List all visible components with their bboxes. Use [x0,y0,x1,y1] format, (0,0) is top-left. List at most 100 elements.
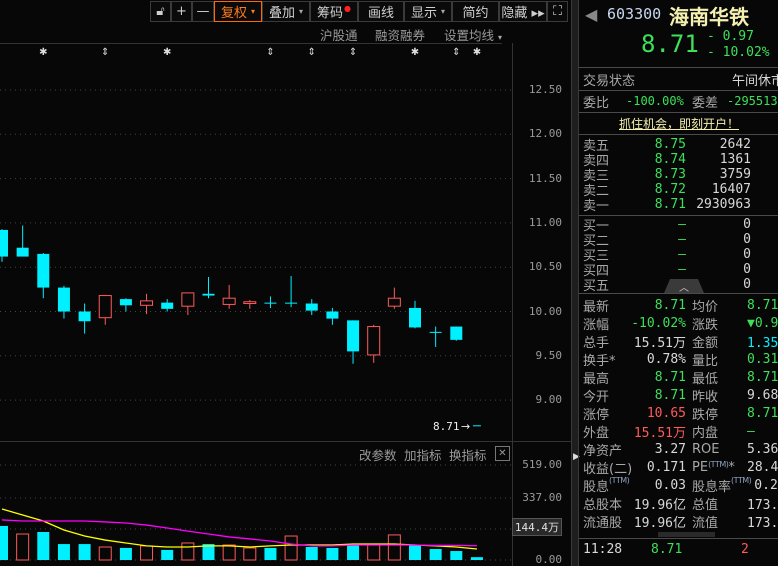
volume-bar[interactable] [305,547,318,560]
volume-bar[interactable] [140,545,154,561]
candle[interactable] [243,299,257,309]
volume-bar[interactable] [326,547,339,560]
expand-up-icon[interactable]: ︿ [664,279,704,293]
candle[interactable] [367,324,381,363]
fullscreen-icon[interactable]: ⛶ [547,1,568,22]
candle[interactable] [429,326,442,347]
display-button[interactable]: 显示 ▾ [404,1,452,22]
event-marker[interactable]: ⇕ [452,47,460,58]
stat-label: 收益(二) [583,461,633,477]
volume-bar[interactable] [202,544,215,560]
candle[interactable] [222,284,236,309]
candle[interactable] [450,326,463,341]
last-price: 8.71 [641,30,699,58]
volume-bar[interactable] [450,551,463,560]
candle[interactable] [181,292,195,316]
candle-body [57,287,70,312]
candle[interactable] [161,299,174,312]
event-marker[interactable]: ⇕ [101,47,109,58]
kline-chart[interactable]: ✱ ⇕ ✱ ⇕ ⇕ ⇕ ✱ ⇕ ✱ 8.71 → [0,0,512,566]
volume-bar[interactable] [347,544,360,560]
simple-button[interactable]: 简约 [452,1,499,22]
volume-bar[interactable] [470,557,483,560]
volume-bar[interactable] [429,549,442,560]
candle[interactable] [326,307,339,325]
candle[interactable] [347,320,360,364]
candle[interactable] [202,276,215,299]
volume-bar[interactable] [57,544,70,560]
open-account-link[interactable]: 抓住机会，即刻开户！ [618,116,739,131]
hide-button[interactable]: 隐藏 ▸▸ [499,1,547,22]
volume-bar[interactable] [181,542,195,561]
event-marker[interactable]: ⇕ [266,47,274,58]
bid-row[interactable]: 买一 — 0 [579,217,778,234]
candle[interactable] [285,276,298,308]
candle[interactable] [305,299,318,316]
volume-bar[interactable] [243,547,257,561]
volume-bar[interactable] [387,534,401,561]
volume-bar[interactable] [98,546,112,561]
draw-button[interactable]: 画线 [358,1,404,22]
status-label: 交易状态 [583,73,636,89]
volume-bar[interactable] [161,549,174,560]
volume-bar[interactable] [284,535,298,561]
panel-splitter[interactable]: ▶ [571,0,580,566]
candle[interactable] [98,295,112,325]
volume-bar[interactable] [119,547,132,560]
candle[interactable] [57,285,70,319]
ask-row[interactable]: 卖二 8.72 16407 [579,182,778,199]
close-icon[interactable]: ✕ [495,446,510,461]
chips-button[interactable]: 筹码 ● [310,1,358,22]
stat-row: 今开 8.71 昨收 9.68 [579,386,778,405]
candle[interactable] [37,253,50,299]
candle[interactable] [140,293,154,315]
event-marker[interactable]: ✱ [411,47,419,58]
switch-indicator-button[interactable]: 换指标 [449,448,487,463]
add-indicator-button[interactable]: 加指标 [404,448,442,463]
candle[interactable] [387,287,401,309]
zoom-in-button[interactable]: + [171,1,192,22]
ask-row[interactable]: 卖四 8.74 1361 [579,152,778,169]
volume-bar[interactable] [222,544,236,561]
notification-dot-icon: ● [344,4,351,13]
chips-label: 筹码 [317,6,344,21]
volume-bar[interactable] [78,544,91,560]
margin-link[interactable]: 融资融券 [375,28,426,43]
event-marker[interactable]: ✱ [39,47,47,58]
volume-bar[interactable] [367,544,381,561]
ma-settings-button[interactable]: 设置均线 ▾ [444,25,502,44]
candle[interactable] [0,229,9,262]
candle[interactable] [78,303,91,334]
collapse-arrow-icon[interactable]: ▶ [573,452,580,462]
edit-params-button[interactable]: 改参数 [359,448,397,463]
arrow-right-icon: → [461,420,470,433]
volume-bar[interactable] [16,533,30,561]
bid-row[interactable]: 买三 — 0 [579,247,778,264]
hgt-link[interactable]: 沪股通 [320,28,358,43]
event-marker[interactable]: ⇕ [308,47,316,58]
candle[interactable] [119,298,132,312]
bid-row[interactable]: 买五 0 [579,277,778,294]
volume-bar[interactable] [0,525,8,560]
event-marker[interactable]: ✱ [163,47,171,58]
collapse-handle[interactable] [658,532,715,537]
event-marker[interactable]: ✱ [473,47,481,58]
bid-row[interactable]: 买二 — 0 [579,232,778,249]
ask-row[interactable]: 卖五 8.75 2642 [579,137,778,154]
candle[interactable] [16,225,29,257]
ask-row[interactable]: 卖一 8.71 2930963 [579,197,778,214]
zoom-out-button[interactable]: — [192,1,214,22]
lock-icon[interactable]: 🔓︎ [150,1,171,22]
volume-bar[interactable] [37,532,50,560]
event-marker[interactable]: ⇕ [349,47,357,58]
bid-row[interactable]: 买四 — 0 [579,262,778,279]
volume-bar[interactable] [409,544,421,560]
adjust-button[interactable]: 复权 ▾ [214,1,262,22]
ask-row[interactable]: 卖三 8.73 3759 [579,167,778,184]
candle[interactable] [264,296,277,308]
stat-label: 流值 [692,515,719,531]
back-arrow-icon[interactable]: ◀ [585,5,598,24]
volume-bar[interactable] [264,547,277,560]
overlay-button[interactable]: 叠加 ▾ [262,1,310,22]
candle[interactable] [408,300,422,329]
